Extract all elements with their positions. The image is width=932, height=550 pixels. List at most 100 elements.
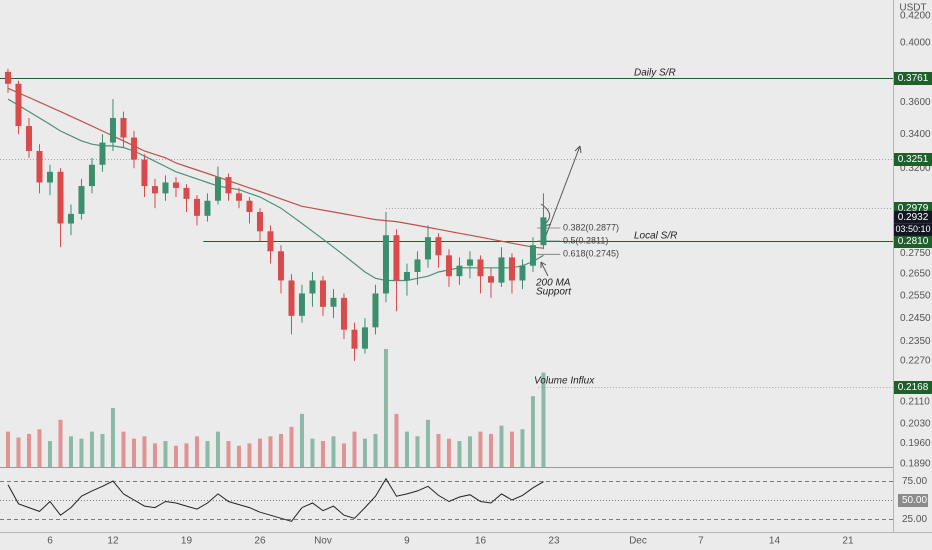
last-price-box — [894, 210, 932, 224]
volume-bar — [310, 438, 315, 467]
candle-body — [393, 235, 400, 281]
rsi-level-box — [898, 494, 928, 507]
x-tick-label: 7 — [698, 536, 704, 547]
candle-body — [15, 83, 22, 127]
moving-average — [7, 87, 544, 249]
volume-bar — [278, 433, 283, 467]
level-price-label: 0.2979 — [898, 203, 929, 214]
volume-bar — [121, 431, 126, 467]
candle-body — [57, 171, 64, 224]
y-tick-label: 0.1960 — [900, 438, 931, 449]
volume-bar — [541, 372, 546, 467]
y-tick-label: 0.2550 — [900, 290, 931, 301]
candle-body — [445, 255, 452, 277]
annotation: Daily S/R — [634, 68, 676, 79]
level-price-label: 0.2168 — [898, 382, 929, 393]
fib-label: 0.5(0.2811) — [563, 235, 608, 245]
volume-bar — [404, 431, 409, 467]
x-tick-label: 9 — [404, 536, 410, 547]
fib-label: 0.382(0.2877) — [563, 222, 619, 232]
candle-body — [466, 259, 473, 266]
candle-body — [508, 257, 515, 281]
volume-bar — [289, 426, 294, 467]
candle-body — [141, 159, 148, 187]
arrow-head — [540, 261, 547, 268]
candle-body — [246, 200, 253, 213]
candle-body — [330, 297, 337, 307]
volume-bar — [383, 349, 388, 467]
candle-body — [4, 71, 11, 84]
candle-body — [151, 186, 158, 194]
candle-body — [382, 235, 389, 294]
countdown-box — [894, 223, 932, 236]
candle-body — [25, 126, 32, 151]
y-tick-label: 0.2450 — [900, 313, 931, 324]
x-tick-label: 6 — [47, 536, 53, 547]
x-tick-label: 19 — [181, 536, 193, 547]
volume-bar — [425, 419, 430, 467]
candle-body — [88, 164, 95, 187]
volume-bar — [5, 431, 10, 467]
volume-bar — [68, 436, 73, 467]
candle-body — [477, 259, 484, 277]
candle-body — [67, 213, 74, 224]
volume-bar — [362, 438, 367, 467]
x-tick-label: 26 — [254, 536, 266, 547]
candle-body — [99, 142, 106, 165]
level-price-label: 0.3251 — [898, 154, 929, 165]
rsi-line — [7, 477, 544, 522]
target-arrow — [544, 145, 581, 239]
candle-body — [288, 280, 295, 316]
candle-body — [372, 293, 379, 328]
annotation: 200 MA — [535, 278, 571, 289]
volume-bar — [142, 436, 147, 467]
candle-body — [498, 257, 505, 283]
last-price-label: 0.2932 — [898, 212, 929, 223]
volume-bar — [194, 436, 199, 467]
volume-bar — [509, 431, 514, 467]
drawings — [540, 145, 582, 277]
x-tick-label: 12 — [107, 536, 119, 547]
volume-bar — [320, 441, 325, 467]
candle-body — [109, 117, 116, 143]
volume-bar — [415, 436, 420, 467]
candle-body — [267, 231, 274, 252]
volume-bar — [520, 429, 525, 467]
candle-body — [183, 187, 190, 199]
y-tick-label: 0.3200 — [900, 163, 931, 174]
volume-bar — [457, 441, 462, 467]
volume-bar — [89, 431, 94, 467]
volume-bar — [467, 436, 472, 467]
currency: USDT — [899, 3, 926, 14]
volume-bar — [236, 445, 241, 467]
level-price-label: 0.2810 — [898, 236, 929, 247]
volume-bar — [131, 438, 136, 467]
support-arrow — [540, 261, 549, 277]
volume-bar — [47, 441, 52, 467]
candle-body — [120, 117, 127, 138]
candle-body — [162, 182, 169, 194]
volume-bar — [37, 429, 42, 467]
candle-body — [340, 297, 347, 330]
candle-body — [424, 237, 431, 260]
volume-bar — [173, 445, 178, 467]
annotation: Volume Influx — [534, 376, 595, 387]
candle-body — [403, 271, 410, 281]
volume-bar — [58, 419, 63, 467]
candle-body — [225, 177, 232, 194]
rsi-tick-label: 25.00 — [902, 514, 927, 525]
level-price-label: 0.3761 — [898, 73, 929, 84]
candle-body — [277, 251, 284, 281]
volume-bar — [530, 396, 535, 467]
volume-bar — [110, 408, 115, 467]
y-tick-label: 0.3400 — [900, 129, 931, 140]
candle-body — [46, 171, 53, 183]
annotation: Local S/R — [634, 231, 677, 242]
candle-body — [235, 193, 242, 201]
level-price-box — [894, 153, 932, 166]
y-tick-label: 0.1890 — [900, 458, 931, 469]
x-tick-label: 21 — [842, 536, 854, 547]
candle-body — [204, 200, 211, 216]
candle-body — [435, 237, 442, 256]
volume-bar — [488, 433, 493, 467]
